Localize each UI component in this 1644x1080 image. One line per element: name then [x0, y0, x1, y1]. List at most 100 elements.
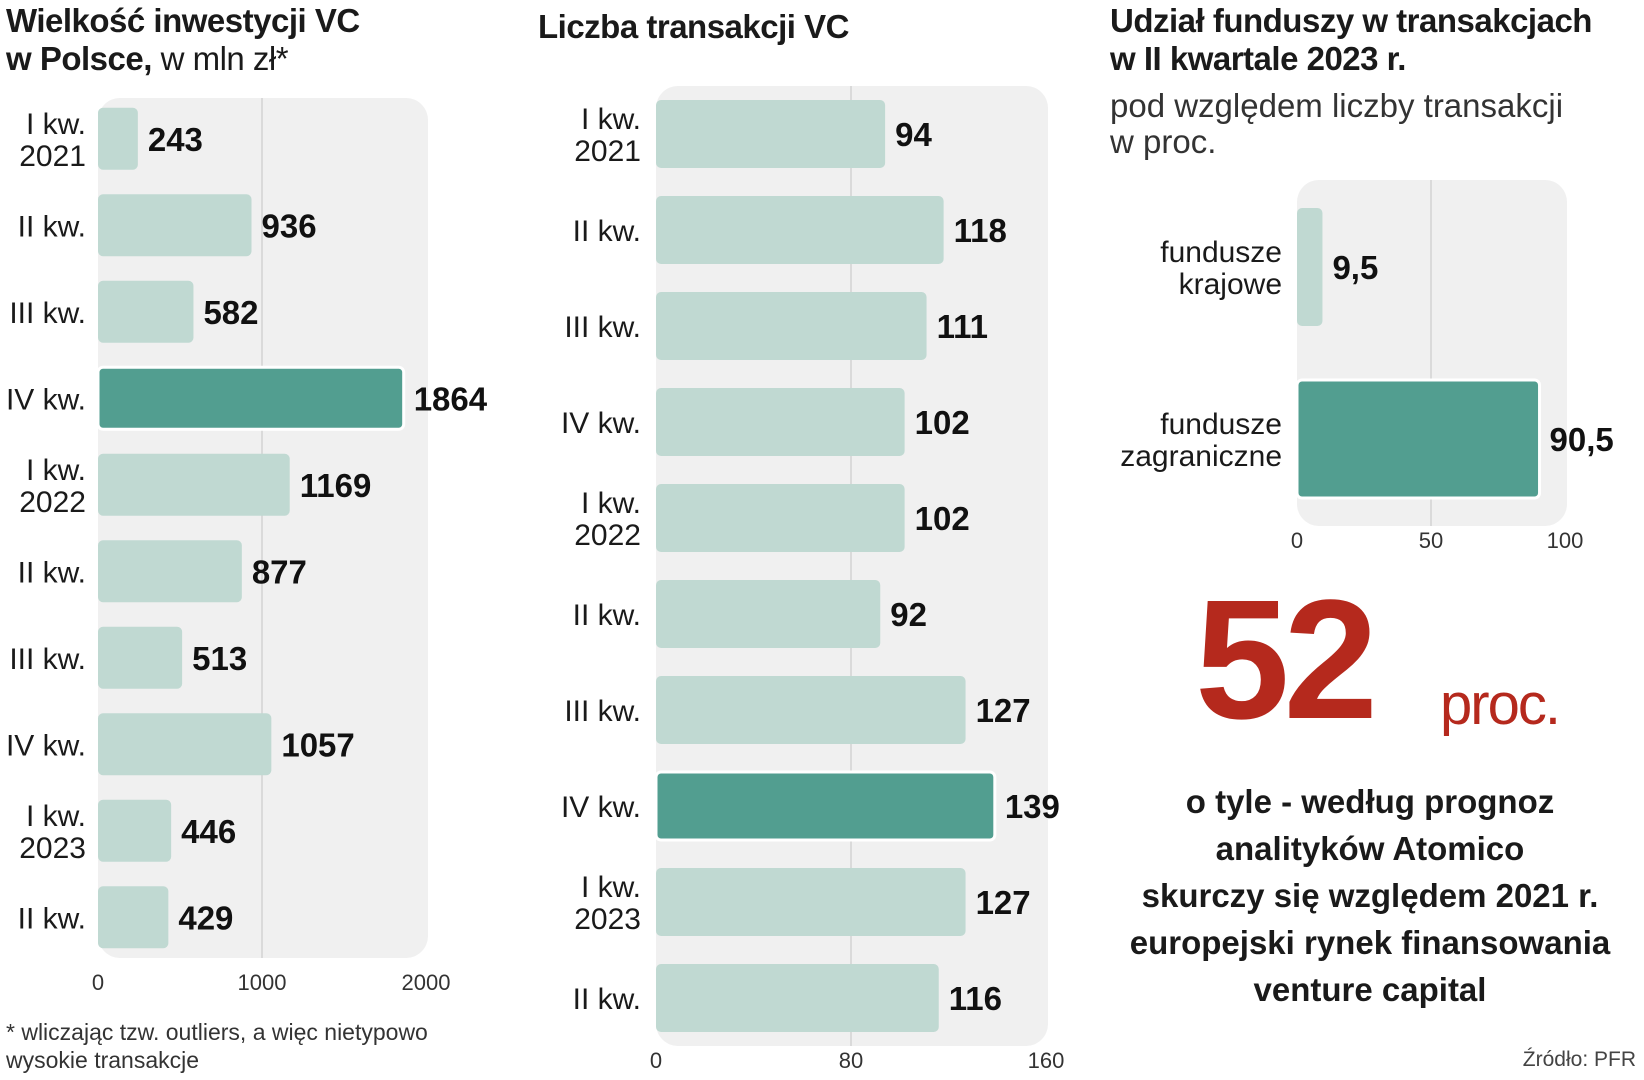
chart-2-title: Liczba transakcji VC: [538, 8, 849, 45]
category-label: II kw.: [573, 215, 641, 248]
caption-line: skurczy się względem 2021 r.: [1141, 877, 1599, 914]
tick-label: 160: [1028, 1048, 1065, 1073]
chart-3-title: Udział funduszy w transakcjach w II kwar…: [1110, 2, 1592, 78]
category-label: 2023: [19, 832, 86, 865]
bar: [656, 868, 966, 936]
bar: [656, 580, 881, 648]
highlight-caption: o tyle - według prognoz analityków Atomi…: [1110, 778, 1630, 1013]
bar: [656, 196, 944, 264]
highlight-unit: proc.: [1440, 672, 1561, 737]
bar: [98, 194, 252, 257]
category-label: II kw.: [18, 210, 86, 243]
bar: [656, 964, 939, 1032]
category-label: II kw.: [18, 556, 86, 589]
category-label: III kw.: [9, 297, 86, 330]
category-label: 2022: [19, 486, 86, 519]
category-label: III kw.: [564, 695, 641, 728]
source-note: Źródło: PFR: [1522, 1048, 1636, 1071]
caption-line: analityków Atomico: [1215, 830, 1525, 867]
bar: [98, 626, 183, 689]
category-label: fundusze: [1160, 408, 1282, 441]
chart-1-title-unit: w mln zł*: [151, 40, 289, 77]
category-label: I kw.: [26, 108, 86, 141]
category-label: II kw.: [573, 599, 641, 632]
category-label: III kw.: [9, 643, 86, 676]
value-label: 877: [252, 553, 307, 590]
value-label: 1057: [281, 726, 354, 763]
category-label: 2023: [574, 903, 641, 936]
chart-3-subtitle-line2: w proc.: [1110, 123, 1217, 160]
value-label: 116: [949, 980, 1002, 1017]
category-label: I kw.: [581, 871, 641, 904]
value-label: 118: [954, 212, 1007, 249]
category-label: I kw.: [26, 800, 86, 833]
tick-label: 80: [839, 1048, 863, 1073]
bar: [656, 676, 966, 744]
category-label: IV kw.: [561, 407, 641, 440]
category-label: IV kw.: [561, 791, 641, 824]
chart-1-title-second: w Polsce,: [6, 40, 152, 77]
value-label: 513: [192, 640, 247, 677]
bar: [98, 107, 138, 170]
category-label: II kw.: [18, 902, 86, 935]
chart-1-title-main: Wielkość inwestycji VC: [6, 2, 360, 39]
chart-1-title: Wielkość inwestycji VC w Polsce, w mln z…: [6, 2, 360, 78]
tick-label: 0: [650, 1048, 662, 1073]
category-label: zagraniczne: [1120, 440, 1282, 473]
tick-label: 0: [92, 970, 104, 995]
value-label: 127: [976, 884, 1031, 921]
category-label: 2022: [574, 519, 641, 552]
value-label: 429: [178, 899, 233, 936]
tick-label: 1000: [238, 970, 287, 995]
category-label: II kw.: [573, 983, 641, 1016]
caption-line: o tyle - według prognoz: [1185, 783, 1555, 820]
bar: [98, 799, 172, 862]
category-label: I kw.: [581, 103, 641, 136]
highlight-number: 52: [1195, 565, 1378, 755]
category-label: 2021: [574, 135, 641, 168]
category-label: 2021: [19, 140, 86, 173]
category-label: fundusze: [1160, 236, 1282, 269]
bar: [1297, 208, 1323, 326]
category-label: I kw.: [26, 454, 86, 487]
category-label: krajowe: [1179, 268, 1282, 301]
value-label: 9,5: [1332, 249, 1378, 286]
value-label: 446: [181, 813, 236, 850]
footnote-line: wysokie transakcje: [6, 1047, 200, 1073]
bar: [656, 388, 905, 456]
category-label: I kw.: [581, 487, 641, 520]
bar: [96, 365, 406, 431]
tick-label: 2000: [402, 970, 451, 995]
value-label: 1864: [414, 380, 488, 417]
value-label: 92: [890, 596, 927, 633]
footnote: * wliczając tzw. outliers, a więc nietyp…: [6, 1018, 428, 1074]
bar: [98, 713, 272, 776]
value-label: 102: [915, 404, 970, 441]
value-label: 936: [262, 207, 317, 244]
bar: [98, 540, 242, 603]
bar: [98, 886, 169, 949]
chart-3-title-line2: w II kwartale 2023 r.: [1110, 40, 1406, 77]
footnote-line: * wliczając tzw. outliers, a więc nietyp…: [6, 1019, 428, 1045]
bar: [98, 280, 194, 343]
bar: [1295, 378, 1542, 500]
caption-line: venture capital: [1253, 971, 1487, 1008]
category-label: III kw.: [564, 311, 641, 344]
value-label: 111: [937, 308, 988, 345]
tick-label: 50: [1419, 528, 1443, 553]
bar: [656, 484, 905, 552]
bar: [656, 292, 927, 360]
chart-3-title-line1: Udział funduszy w transakcjach: [1110, 2, 1592, 39]
category-label: IV kw.: [6, 383, 86, 416]
chart-3-subtitle-line1: pod względem liczby transakcji: [1110, 87, 1564, 124]
value-label: 139: [1005, 788, 1060, 825]
value-label: 1169: [300, 467, 372, 504]
value-label: 582: [203, 294, 258, 331]
bar: [98, 453, 290, 516]
bar: [654, 770, 997, 842]
tick-label: 100: [1547, 528, 1584, 553]
value-label: 127: [976, 692, 1031, 729]
tick-label: 0: [1291, 528, 1303, 553]
bar: [656, 100, 886, 168]
